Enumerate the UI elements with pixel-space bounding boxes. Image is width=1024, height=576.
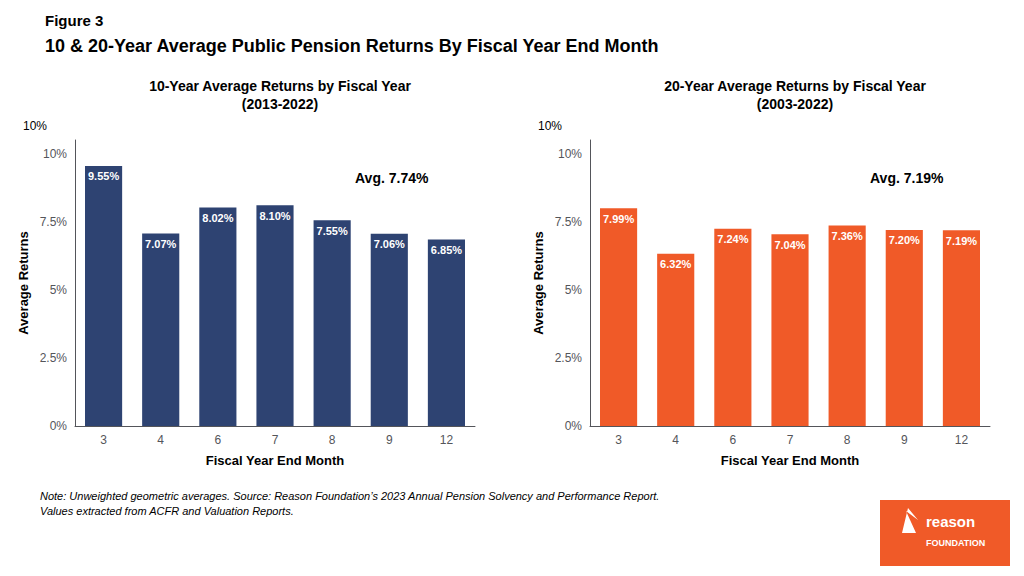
svg-text:4: 4: [157, 433, 164, 447]
svg-text:8.02%: 8.02%: [202, 212, 233, 224]
svg-text:10 & 20-Year Average Public Pe: 10 & 20-Year Average Public Pension Retu…: [45, 36, 659, 56]
svg-text:4: 4: [672, 433, 679, 447]
svg-text:10-Year Average Returns by Fis: 10-Year Average Returns by Fiscal Year: [149, 78, 411, 94]
svg-text:3: 3: [100, 433, 107, 447]
svg-text:(2003-2022): (2003-2022): [757, 96, 833, 112]
svg-text:6: 6: [730, 433, 737, 447]
svg-text:Fiscal Year End Month: Fiscal Year End Month: [206, 453, 345, 468]
svg-text:9: 9: [901, 433, 908, 447]
svg-text:reason: reason: [926, 513, 975, 530]
svg-text:7: 7: [272, 433, 279, 447]
svg-text:Note: Unweighted geometric ave: Note: Unweighted geometric averages. Sou…: [40, 490, 659, 502]
svg-text:20-Year Average Returns by Fis: 20-Year Average Returns by Fiscal Year: [664, 78, 926, 94]
svg-text:Figure 3: Figure 3: [45, 12, 103, 29]
svg-text:10%: 10%: [538, 119, 562, 133]
svg-text:6.85%: 6.85%: [431, 244, 462, 256]
svg-text:9: 9: [386, 433, 393, 447]
svg-text:Values extracted from ACFR and: Values extracted from ACFR and Valuation…: [40, 505, 294, 517]
svg-text:2.5%: 2.5%: [555, 351, 583, 365]
svg-text:7: 7: [787, 433, 794, 447]
svg-text:10%: 10%: [43, 147, 67, 161]
svg-text:7.55%: 7.55%: [317, 225, 348, 237]
svg-text:10%: 10%: [23, 119, 47, 133]
svg-text:7.04%: 7.04%: [774, 239, 805, 251]
svg-text:Average Returns: Average Returns: [531, 231, 546, 335]
svg-text:8: 8: [844, 433, 851, 447]
svg-text:6: 6: [215, 433, 222, 447]
svg-text:Average Returns: Average Returns: [16, 231, 31, 335]
svg-text:7.24%: 7.24%: [717, 233, 748, 245]
svg-text:12: 12: [440, 433, 454, 447]
svg-text:10%: 10%: [558, 147, 582, 161]
svg-text:FOUNDATION: FOUNDATION: [926, 538, 985, 548]
svg-text:Avg. 7.74%: Avg. 7.74%: [355, 170, 429, 186]
svg-text:7.19%: 7.19%: [946, 235, 977, 247]
svg-text:7.99%: 7.99%: [603, 213, 634, 225]
svg-text:8.10%: 8.10%: [259, 210, 290, 222]
svg-text:6.32%: 6.32%: [660, 258, 691, 270]
svg-text:5%: 5%: [50, 283, 68, 297]
svg-text:12: 12: [955, 433, 969, 447]
svg-text:0%: 0%: [565, 419, 583, 433]
svg-text:2.5%: 2.5%: [40, 351, 68, 365]
svg-text:7.06%: 7.06%: [374, 238, 405, 250]
svg-text:5%: 5%: [565, 283, 583, 297]
svg-text:7.07%: 7.07%: [145, 238, 176, 250]
svg-text:Avg. 7.19%: Avg. 7.19%: [870, 170, 944, 186]
svg-text:7.5%: 7.5%: [555, 215, 583, 229]
svg-text:7.36%: 7.36%: [832, 230, 863, 242]
svg-text:7.5%: 7.5%: [40, 215, 68, 229]
svg-text:0%: 0%: [50, 419, 68, 433]
svg-text:9.55%: 9.55%: [88, 170, 119, 182]
svg-text:8: 8: [329, 433, 336, 447]
svg-text:7.20%: 7.20%: [889, 234, 920, 246]
svg-text:Fiscal Year End Month: Fiscal Year End Month: [721, 453, 860, 468]
svg-text:(2013-2022): (2013-2022): [242, 96, 318, 112]
svg-text:3: 3: [615, 433, 622, 447]
